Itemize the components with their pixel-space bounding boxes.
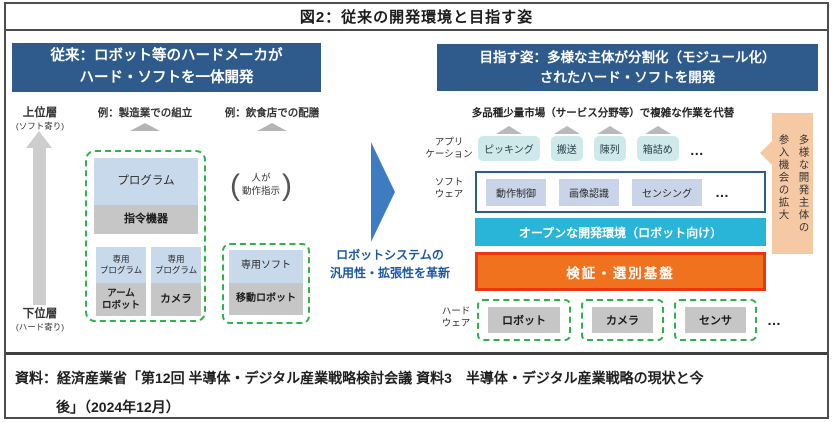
mobile-robot-box: 移動ロボット xyxy=(229,283,303,315)
software-frame: 動作制御 画像認識 センシング … xyxy=(475,171,766,213)
axis-lower-layer-label: 下位層 (ハード寄り) xyxy=(8,305,72,333)
figure-title: 図2：従来の開発環境と目指す姿 xyxy=(6,4,827,31)
axis-upper-layer-sub: (ソフト寄り) xyxy=(15,121,65,131)
ellipsis: … xyxy=(715,184,731,200)
application-picking-box: ピッキング xyxy=(478,136,540,161)
dedicated-program-box: 専用 プログラム xyxy=(151,247,201,283)
source-caption-line2: 後」（2024年12月） xyxy=(56,398,180,415)
application-transport-box: 搬送 xyxy=(550,136,583,161)
software-image-recognition-box: 画像認識 xyxy=(559,178,619,206)
axis-upper-layer-label: 上位層 (ソフト寄り) xyxy=(8,104,72,132)
source-caption: 資料：経済産業省「第12回 半導体・デジタル産業戦略検討会議 資料3 半導体・デ… xyxy=(6,352,827,418)
up-triangle-icon xyxy=(257,123,287,131)
hardware-item-outline: ロボット xyxy=(477,299,571,341)
application-item: 陳列 xyxy=(593,126,626,161)
bubble-pointer-icon xyxy=(760,141,772,165)
row-label-application: アプリ ケーション xyxy=(425,137,473,161)
market-note: 多品種少量市場（サービス分野等）で複雑な作業を代替 xyxy=(471,107,735,119)
up-arrow-icon xyxy=(26,131,52,148)
example-manufacturing-text: 例：製造業での組立 xyxy=(97,107,193,119)
legacy-mobile-stack-outline xyxy=(222,243,310,324)
axis-upper-layer-text: 上位層 xyxy=(22,107,58,119)
ellipsis: … xyxy=(767,312,783,328)
hardware-item-outline: センサ xyxy=(674,299,757,341)
left-bracket-icon: ( xyxy=(229,169,240,202)
program-box: プログラム xyxy=(94,158,198,205)
hardware-sensor-box: センサ xyxy=(685,307,746,333)
up-triangle-icon xyxy=(553,126,580,134)
source-caption-line1: 資料：経済産業省「第12回 半導体・デジタル産業戦略検討会議 資料3 半導体・デ… xyxy=(15,370,704,386)
row-label-hardware: ハード ウェア xyxy=(441,306,471,330)
expansion-callout-text: 多様な開発主体の 参入機会の拡大 xyxy=(777,133,810,234)
application-row: ピッキング 搬送 陳列 箱詰め … xyxy=(478,126,706,161)
figure-border xyxy=(4,2,829,419)
target-banner: 目指す姿：多様な主体が分割化（モジュール化） されたハード・ソフトを開発 xyxy=(437,44,818,91)
application-item: ピッキング xyxy=(478,126,540,161)
axis-lower-layer-sub: (ハード寄り) xyxy=(15,322,65,332)
commander-device-box: 指令機器 xyxy=(94,205,198,234)
up-triangle-icon xyxy=(130,123,160,131)
legacy-banner: 従来：ロボット等のハードメーカが ハード・ソフトを一体開発 xyxy=(12,43,321,92)
hardware-camera-box: カメラ xyxy=(592,307,653,333)
software-sensing-box: センシング xyxy=(632,178,702,206)
innovation-caption: ロボットシステムの 汎用性・拡張性を革新 xyxy=(329,248,450,280)
arm-robot-box: アーム ロボット xyxy=(96,283,146,316)
row-label-software: ソフト ウェア xyxy=(434,177,464,201)
application-boxing-box: 箱詰め xyxy=(636,136,679,161)
human-instruction-text: 人が 動作指示 xyxy=(241,173,280,197)
application-display-box: 陳列 xyxy=(593,136,626,161)
application-item: 箱詰め xyxy=(636,126,679,161)
human-instruction-note: ( 人が 動作指示 ) xyxy=(222,170,300,202)
example-restaurant: 例：飲食店での配膳 xyxy=(211,105,333,131)
dedicated-program-box: 専用 プログラム xyxy=(96,247,146,283)
ellipsis: … xyxy=(689,142,706,158)
right-arrow-icon xyxy=(371,142,395,242)
hardware-row: ロボット カメラ センサ … xyxy=(477,299,783,341)
axis-lower-layer-text: 下位層 xyxy=(22,308,58,320)
camera-box: カメラ xyxy=(151,283,201,316)
dedicated-software-box: 専用ソフト xyxy=(229,250,303,283)
software-motion-control-box: 動作制御 xyxy=(486,178,546,206)
verification-platform-bar: 検証・選別基盤 xyxy=(475,252,766,291)
open-environment-bar: オープンな開発環境（ロボット向け） xyxy=(475,218,766,246)
hardware-robot-box: ロボット xyxy=(488,307,560,333)
up-triangle-icon xyxy=(644,126,671,134)
application-item: 搬送 xyxy=(550,126,583,161)
example-manufacturing: 例：製造業での組立 xyxy=(82,105,208,131)
example-restaurant-text: 例：飲食店での配膳 xyxy=(224,107,320,119)
up-triangle-icon xyxy=(596,126,623,134)
expansion-callout-bubble: 多様な開発主体の 参入機会の拡大 xyxy=(760,113,813,254)
up-triangle-icon xyxy=(495,126,522,134)
hardware-item-outline: カメラ xyxy=(581,299,664,341)
layer-axis-arrow xyxy=(33,148,46,305)
legacy-factory-stack-outline xyxy=(85,150,206,322)
right-bracket-icon: ) xyxy=(282,169,292,202)
